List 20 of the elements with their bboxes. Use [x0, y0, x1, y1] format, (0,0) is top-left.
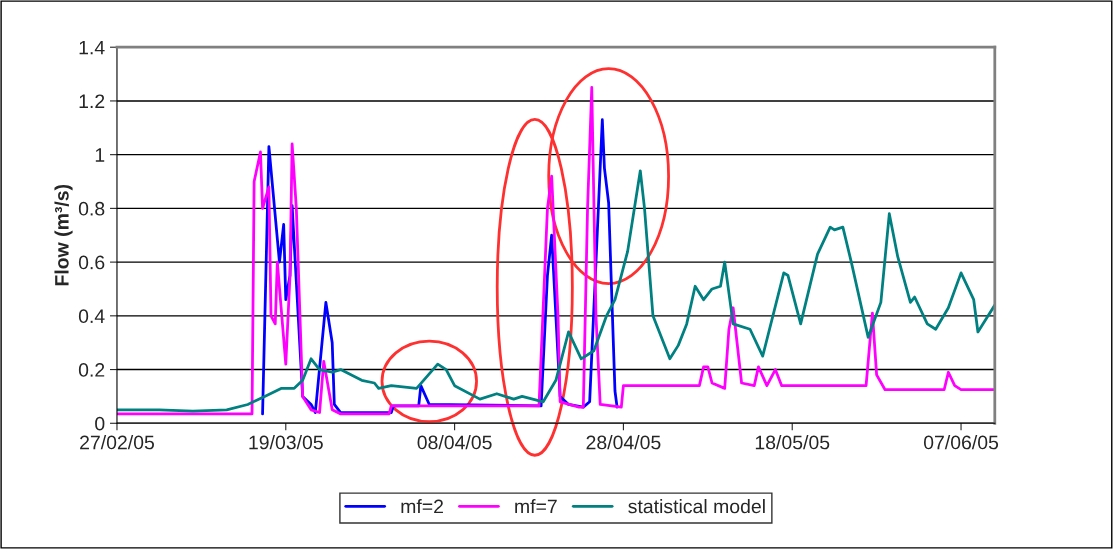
x-tick-label: 08/04/05 [417, 435, 492, 450]
x-tick-label: 27/02/05 [80, 435, 154, 450]
x-tick-label: 19/03/05 [249, 435, 323, 450]
y-tick-label: 0.4 [78, 309, 105, 324]
y-axis-title: Flow (m³/s) [54, 184, 73, 286]
x-tick-label: 18/05/05 [755, 435, 830, 450]
y-tick-label: 0 [95, 416, 105, 431]
legend-label: statistical model [628, 499, 765, 514]
y-tick-label: 0.8 [78, 201, 105, 216]
x-tick-label: 28/04/05 [586, 435, 661, 450]
y-tick-label: 1.4 [79, 40, 105, 55]
x-tick-label: 07/06/05 [923, 435, 999, 450]
line-series [116, 86, 995, 416]
legend-label: mf=2 [401, 499, 443, 514]
legend-label: mf=7 [515, 499, 557, 514]
y-tick-label: 0.6 [78, 255, 105, 270]
y-tick-label: 1 [95, 148, 105, 162]
y-tick-label: 1.2 [79, 94, 105, 108]
y-tick-label: 0.2 [78, 363, 105, 377]
line-series [116, 169, 995, 413]
